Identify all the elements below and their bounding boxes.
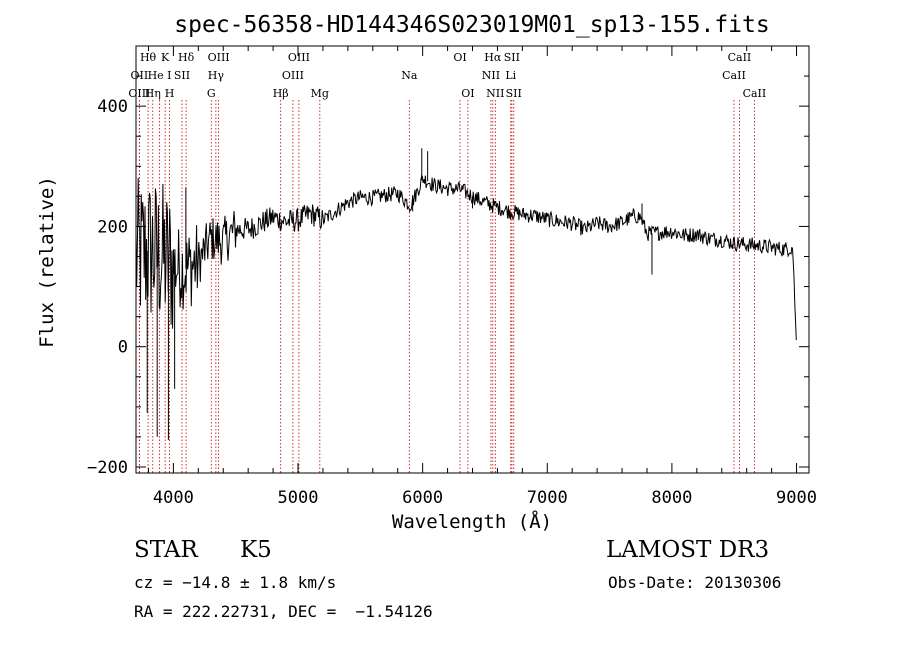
spectrum-series-line	[135, 174, 797, 341]
object-class: STAR	[134, 537, 198, 563]
x-tick-label: 4000	[153, 488, 194, 508]
spectral-line-label: G	[207, 87, 216, 100]
spectral-line-label: OI	[461, 87, 474, 100]
object-subclass: K5	[240, 537, 272, 563]
x-tick-label: 8000	[651, 488, 692, 508]
spectral-line-label: SII	[504, 51, 520, 64]
x-tick-label: 7000	[527, 488, 568, 508]
spectral-line-label: Hγ	[208, 69, 225, 82]
spectral-line-label: OII	[131, 69, 149, 82]
spectral-line-label: Hη	[145, 87, 161, 100]
spectral-line-label: NII	[482, 69, 500, 82]
x-tick-label: 6000	[402, 488, 443, 508]
y-tick-label: 0	[118, 338, 128, 358]
spectral-line-markers	[138, 100, 755, 473]
spectral-line-label: CaII	[743, 87, 767, 100]
spectral-line-label: Hβ	[273, 87, 289, 100]
spectral-line-label: Hα	[484, 51, 502, 64]
plot-frame	[135, 45, 810, 474]
spectral-line-label: CaII	[728, 51, 752, 64]
spectral-line-label: CaII	[722, 69, 746, 82]
x-axis-ticks: 4000 5000 6000 7000 8000 9000	[147, 46, 817, 508]
y-tick-label: 200	[97, 217, 128, 237]
spectral-line-label: Li	[505, 69, 516, 82]
spectral-line-label: H	[165, 87, 175, 100]
spectral-line-label: OIII	[208, 51, 230, 64]
survey-name: LAMOST DR3	[606, 537, 770, 563]
spectral-line-label: K	[161, 51, 170, 64]
spectral-line-label: OIII	[128, 87, 150, 100]
spectral-line-label: Hθ	[140, 51, 157, 64]
spectral-line-label: Na	[401, 69, 418, 82]
redshift-info: cz = −14.8 ± 1.8 km/s	[134, 573, 337, 592]
x-tick-label: 9000	[776, 488, 817, 508]
spectral-line-label: SII	[506, 87, 522, 100]
y-axis-ticks: −200 0 200 400	[87, 75, 809, 478]
spectral-line-label: OI	[453, 51, 466, 64]
coordinates-info: RA = 222.22731, DEC = −1.54126	[134, 602, 433, 621]
spectral-line-label: Hδ	[178, 51, 195, 64]
spectral-line-label: OIII	[282, 69, 304, 82]
spectral-line-labels: OII OIII Hθ Hη He I K H SII Hδ G Hγ OIII Hβ OIII OIII M…	[128, 51, 766, 100]
spectral-line-label: Mg	[311, 87, 329, 100]
x-tick-label: 5000	[278, 488, 319, 508]
observation-date: Obs-Date: 20130306	[608, 573, 782, 592]
spectral-line-label: OIII	[288, 51, 310, 64]
spectrum-chart: spec-56358-HD144346S023019M01_sp13-155.f…	[36, 12, 817, 533]
chart-title: spec-56358-HD144346S023019M01_sp13-155.f…	[174, 12, 769, 38]
x-axis-label: Wavelength (Å)	[392, 510, 552, 533]
spectral-line-label: He I	[148, 69, 172, 82]
y-tick-label: −200	[87, 458, 128, 478]
y-axis-label: Flux (relative)	[36, 176, 58, 348]
spectral-line-label: NII	[486, 87, 504, 100]
y-tick-label: 400	[97, 97, 128, 117]
spectral-line-label: SII	[174, 69, 190, 82]
